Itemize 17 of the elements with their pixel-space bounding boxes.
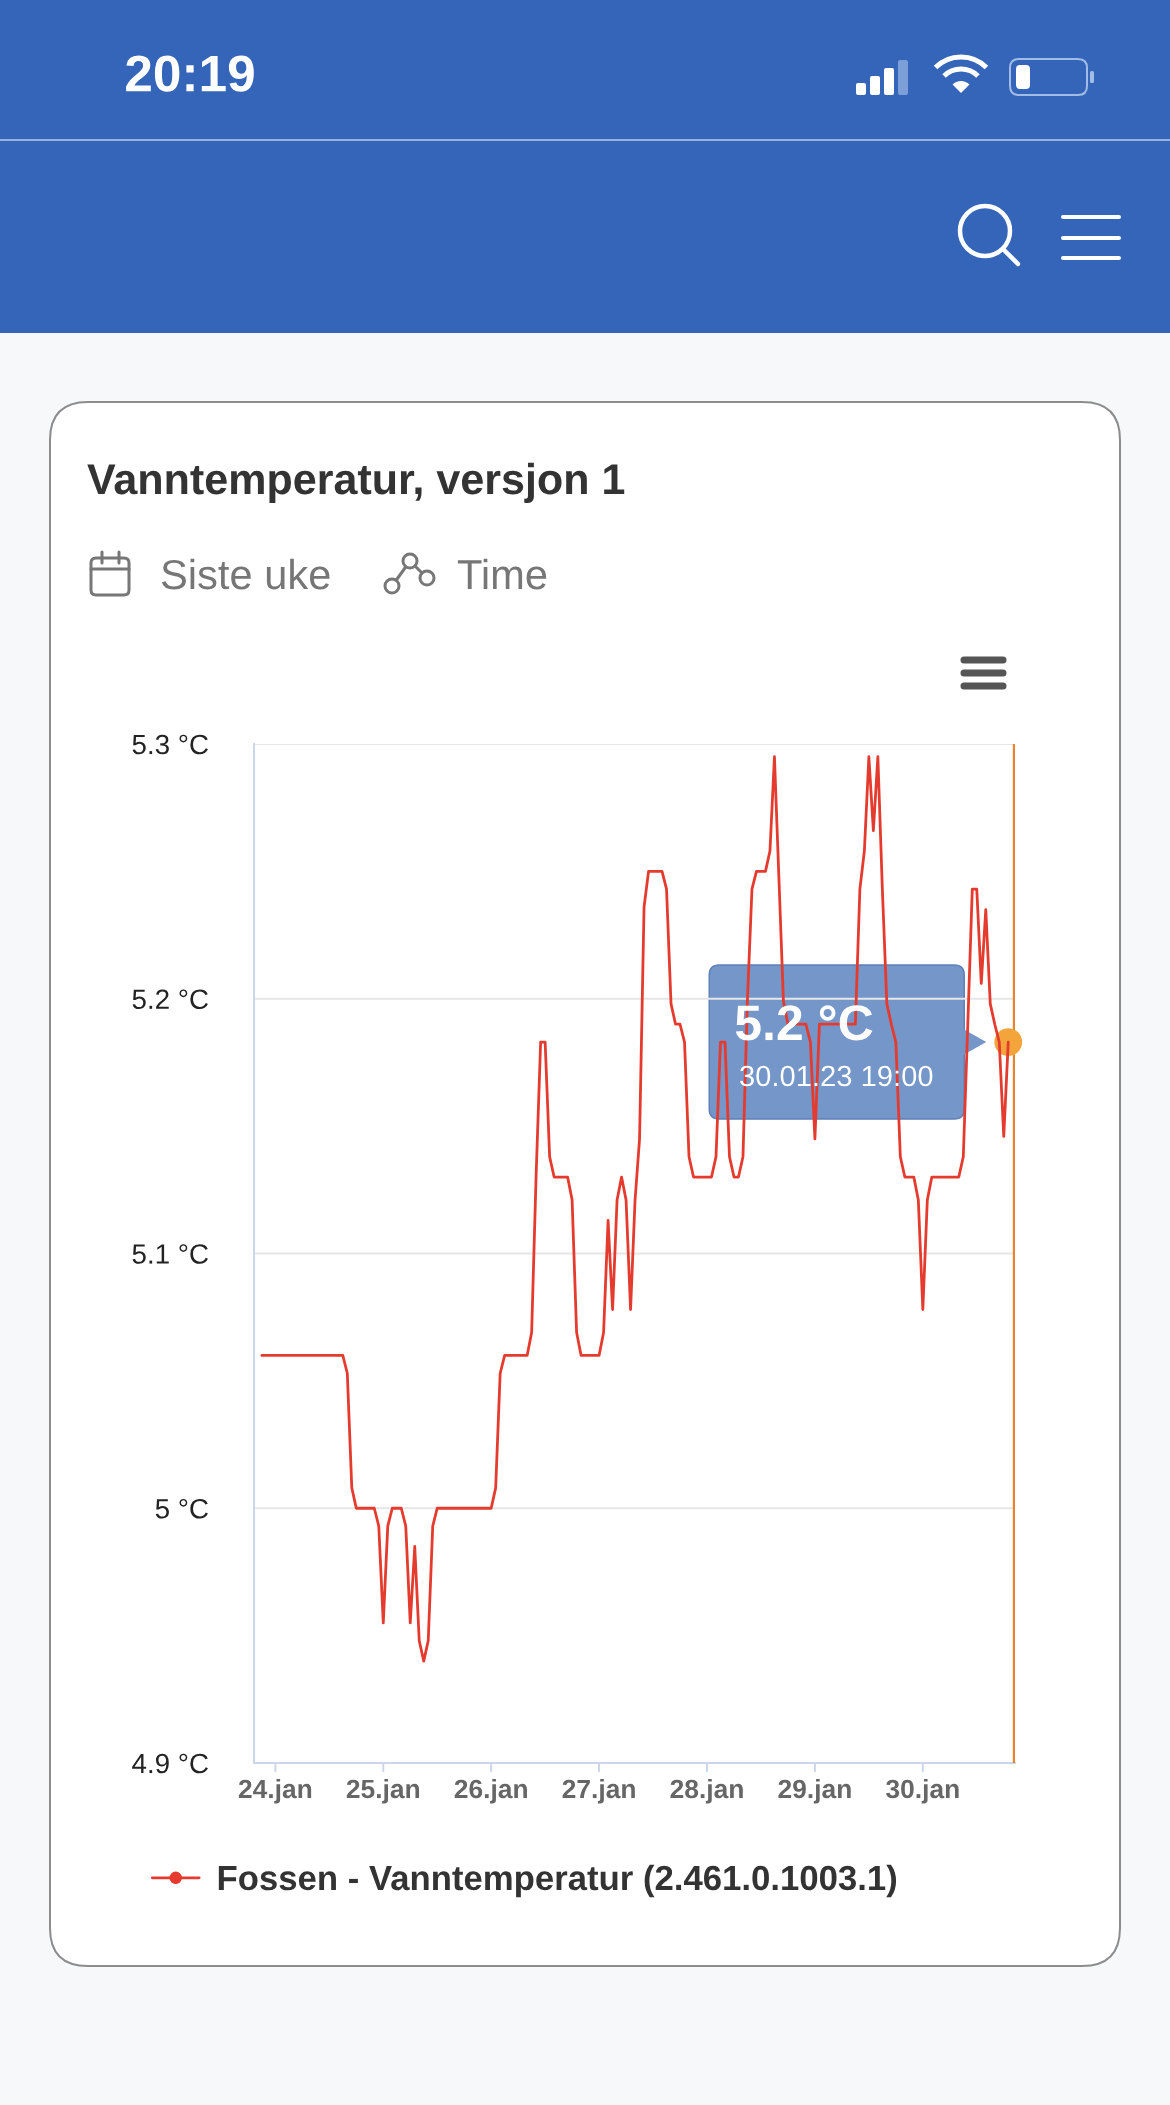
x-tick-label: 27.jan — [562, 1778, 635, 1804]
chart-title: Vanntemperatur, versjon 1 — [87, 462, 625, 503]
x-tick-label: 24.jan — [238, 1778, 312, 1804]
y-tick-label: 5 °C — [155, 1498, 208, 1519]
y-tick-label: 4.9 °C — [132, 1753, 208, 1774]
legend-label: Fossen - Vanntemperatur (2.461.0.1003.1) — [218, 1864, 897, 1898]
y-tick-label: 5.3 °C — [132, 734, 208, 755]
text: 20:19 — [126, 55, 254, 92]
x-tick-label: 30.jan — [886, 1778, 959, 1804]
x-tick-label: 28.jan — [670, 1778, 743, 1804]
x-tick-label: 29.jan — [778, 1778, 851, 1804]
y-tick-label: 5.1 °C — [132, 1244, 208, 1264]
text: Siste uke — [161, 558, 330, 590]
y-tick-label: 5.2 °C — [132, 989, 208, 1010]
x-tick-label: 25.jan — [346, 1778, 420, 1804]
x-tick-label: 26.jan — [454, 1778, 527, 1804]
text: Time — [457, 558, 547, 590]
